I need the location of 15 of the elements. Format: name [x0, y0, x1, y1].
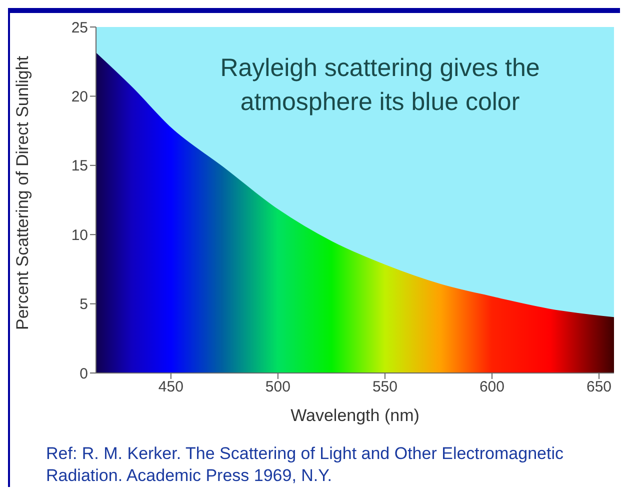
- y-axis-title: Percent Scattering of Direct Sunlight: [13, 56, 32, 330]
- y-tick-label: 5: [80, 296, 88, 314]
- x-tick-label: 550: [372, 378, 398, 396]
- x-axis-title: Wavelength (nm): [290, 406, 420, 425]
- y-tick-label: 15: [71, 158, 88, 175]
- x-tick-label: 450: [158, 378, 184, 396]
- x-tick-label: 500: [265, 378, 290, 396]
- y-tick-label: 25: [71, 19, 88, 36]
- x-tick-label: 650: [586, 378, 612, 396]
- y-tick-label: 10: [71, 226, 88, 244]
- y-tick-label: 0: [80, 365, 88, 382]
- annotation: Rayleigh scattering gives the atmosphere its blue color: [219, 53, 541, 118]
- y-tick-label: 20: [71, 88, 88, 106]
- text: Ref: R. M. Kerker. The Scattering of Light and Other Electromagnetic Radiation. Academic Press 1969, N.Y.: [46, 443, 564, 487]
- x-tick-label: 600: [479, 378, 505, 396]
